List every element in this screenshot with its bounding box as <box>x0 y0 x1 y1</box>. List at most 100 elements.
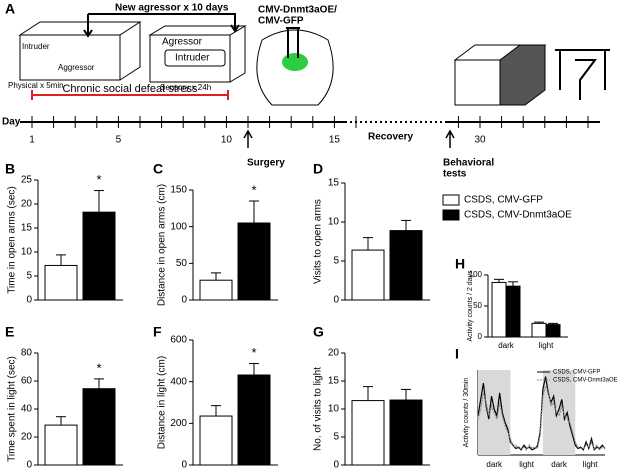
significance: * <box>251 182 256 197</box>
timeline-tick-label: 1 <box>29 135 35 146</box>
timeline-tick-label: 5 <box>116 135 122 146</box>
significance: * <box>251 345 256 360</box>
panel-letter: C <box>153 161 163 177</box>
y-tick-label: 0 <box>181 460 187 471</box>
panel-letter: D <box>313 161 323 177</box>
bar <box>44 264 78 301</box>
y-tick-label: 20 <box>21 432 33 443</box>
panel-letter: I <box>455 346 459 362</box>
y-tick-label: 100 <box>170 221 187 232</box>
bar <box>531 322 547 338</box>
y-axis-label: Distance in open arms (cm) <box>157 184 168 306</box>
bar <box>199 279 233 301</box>
y-axis-label: Time in open arms (sec) <box>7 186 18 293</box>
y-axis-label: No. of visits to light <box>313 367 324 451</box>
y-tick-label: 60 <box>21 376 33 387</box>
y-tick-label: 10 <box>328 404 340 415</box>
cage-art <box>18 13 610 148</box>
bar <box>199 415 233 466</box>
bar <box>389 230 423 301</box>
y-axis-label: Visits to open arms <box>313 199 324 284</box>
bar <box>237 374 271 466</box>
x-tick-label: light <box>539 341 554 350</box>
x-tick-label: dark <box>498 341 515 350</box>
y-tick-label: 15 <box>328 376 340 387</box>
y-tick-label: 20 <box>328 348 340 359</box>
bar <box>351 249 385 301</box>
y-tick-label: 10 <box>21 247 33 258</box>
cage-label: Intruder <box>175 53 210 64</box>
y-tick-label: 50 <box>473 301 482 310</box>
y-axis-label: Activity counts / 30min <box>463 378 470 448</box>
legend-label: CSDS, CMV-Dnmt3aOE <box>464 210 572 221</box>
bar <box>351 400 385 466</box>
y-tick-label: 400 <box>170 376 187 387</box>
period-label: dark <box>551 460 568 469</box>
y-tick-label: 20 <box>21 199 33 210</box>
y-tick-label: 0 <box>333 460 339 471</box>
y-tick-label: 0 <box>181 295 187 306</box>
bar <box>389 399 423 466</box>
significance: * <box>96 360 101 375</box>
period-label: light <box>519 460 534 469</box>
top-label: New agressor x 10 days <box>115 3 229 14</box>
panel-letter: H <box>455 256 465 272</box>
virus-label: CMV-Dnmt3aOE/ <box>258 5 337 16</box>
recovery-label: Recovery <box>368 132 413 143</box>
y-tick-label: 150 <box>170 185 187 196</box>
bar <box>491 281 507 338</box>
y-tick-label: 15 <box>328 178 340 189</box>
y-axis-label: Time spent in light (sec) <box>7 356 18 462</box>
y-tick-label: 5 <box>26 271 32 282</box>
y-tick-label: 15 <box>21 223 33 234</box>
y-tick-label: 200 <box>170 418 187 429</box>
y-tick-label: 0 <box>26 460 32 471</box>
y-tick-label: 0 <box>26 295 32 306</box>
cage-caption: Sensory x 24h <box>160 83 211 92</box>
y-tick-label: 10 <box>328 217 340 228</box>
y-tick-label: 40 <box>21 404 33 415</box>
cage-label: Agressor <box>162 37 203 48</box>
timeline-label: Day <box>2 117 21 128</box>
period-label: dark <box>486 460 503 469</box>
activity-line <box>477 385 605 451</box>
bracket-label: Chronic social defeat stress <box>62 83 198 95</box>
bar <box>44 424 78 466</box>
timeline-tick-label: 10 <box>221 135 233 146</box>
panel-letter: B <box>5 161 15 177</box>
panel-letter: A <box>5 1 15 17</box>
panel-letter: G <box>313 324 324 340</box>
surgery-label: Surgery <box>247 158 285 169</box>
panel-letter: E <box>5 324 14 340</box>
legend-label: CSDS, CMV-GFP <box>553 370 600 376</box>
bar <box>545 324 561 338</box>
y-tick-label: 0 <box>478 332 483 341</box>
y-tick-label: 5 <box>333 432 339 443</box>
y-axis-label: Activity counts / 2 days <box>467 270 474 342</box>
y-tick-label: 100 <box>469 270 483 279</box>
y-tick-label: 80 <box>21 348 33 359</box>
bar <box>82 211 116 301</box>
cage-label: Intruder <box>22 42 50 51</box>
y-tick-label: 50 <box>176 258 188 269</box>
y-tick-label: 5 <box>333 256 339 267</box>
legend-swatch <box>442 194 460 206</box>
significance: * <box>96 172 101 187</box>
tests-label: Behavioral <box>443 158 494 169</box>
y-tick-label: 600 <box>170 335 187 346</box>
cage-caption: Physical x 5min <box>8 81 64 90</box>
period-label: light <box>583 460 598 469</box>
tests-label: tests <box>443 169 467 180</box>
y-tick-label: 0 <box>333 295 339 306</box>
y-axis-label: Distance in light (cm) <box>157 356 168 449</box>
timeline-tick-label: 30 <box>474 135 486 146</box>
panel-letter: F <box>153 324 162 340</box>
cage-label: Aggressor <box>58 63 95 72</box>
legend-label: CSDS, CMV-Dnmt3aOE <box>553 378 618 384</box>
dark-period <box>542 370 576 455</box>
virus-label: CMV-GFP <box>258 16 304 27</box>
legend-label: CSDS, CMV-GFP <box>464 195 543 206</box>
timeline-tick-label: 15 <box>329 135 341 146</box>
y-tick-label: 25 <box>21 175 33 186</box>
